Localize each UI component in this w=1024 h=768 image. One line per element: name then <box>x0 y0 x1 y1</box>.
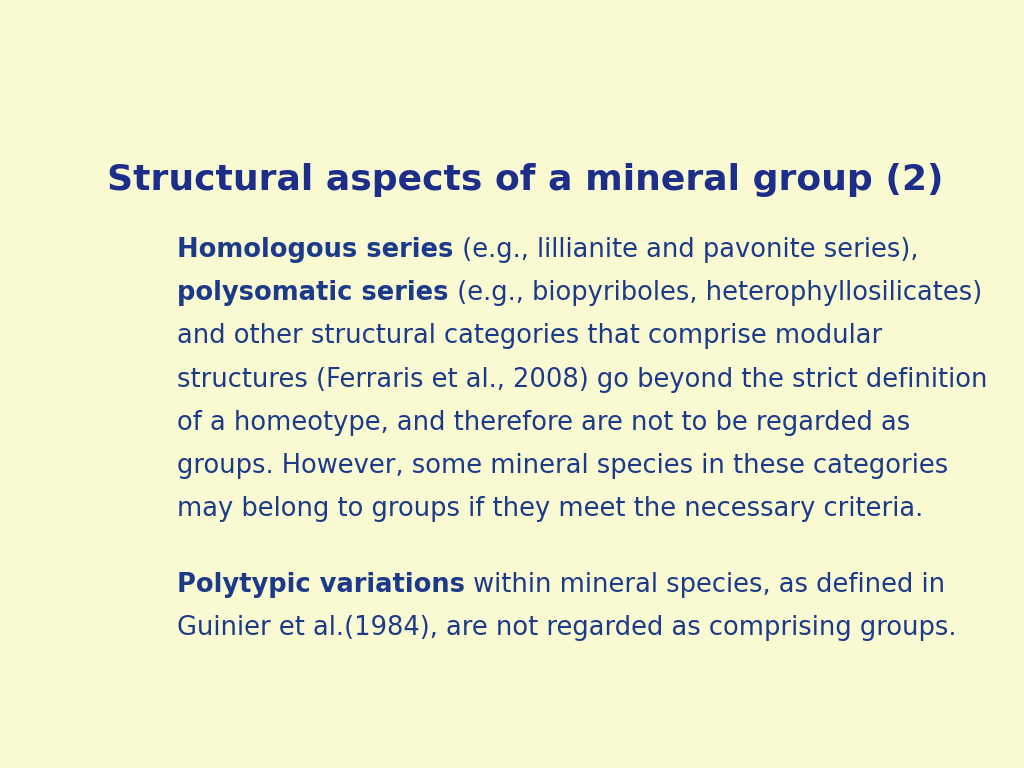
Text: Structural aspects of a mineral group (2): Structural aspects of a mineral group (2… <box>106 163 943 197</box>
Text: (e.g., biopyriboles, heterophyllosilicates): (e.g., biopyriboles, heterophyllosilicat… <box>449 280 982 306</box>
Text: and other structural categories that comprise modular: and other structural categories that com… <box>177 323 883 349</box>
Text: Homologous series: Homologous series <box>177 237 454 263</box>
Text: within mineral species, as defined in: within mineral species, as defined in <box>465 571 945 598</box>
Text: Polytypic variations: Polytypic variations <box>177 571 465 598</box>
Text: groups. However, some mineral species in these categories: groups. However, some mineral species in… <box>177 453 948 479</box>
Text: structures (Ferraris et al., 2008) go beyond the strict definition: structures (Ferraris et al., 2008) go be… <box>177 366 988 392</box>
Text: Guinier et al.(1984), are not regarded as comprising groups.: Guinier et al.(1984), are not regarded a… <box>177 615 956 641</box>
Text: of a homeotype, and therefore are not to be regarded as: of a homeotype, and therefore are not to… <box>177 409 910 435</box>
Text: (e.g., lillianite and pavonite series),: (e.g., lillianite and pavonite series), <box>454 237 919 263</box>
Text: may belong to groups if they meet the necessary criteria.: may belong to groups if they meet the ne… <box>177 496 924 522</box>
Text: polysomatic series: polysomatic series <box>177 280 449 306</box>
